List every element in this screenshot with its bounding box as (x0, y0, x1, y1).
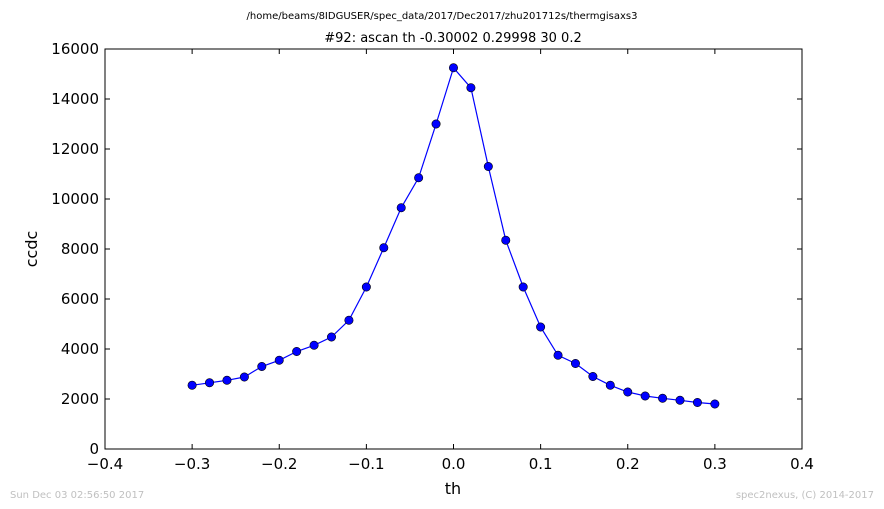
data-point (588, 371, 598, 381)
data-point (710, 399, 720, 409)
footer-timestamp: Sun Dec 03 02:56:50 2017 (10, 490, 144, 501)
data-point (605, 380, 615, 390)
data-point (483, 162, 493, 172)
x-tick-label: 0.0 (442, 455, 466, 473)
suptitle: /home/beams/8IDGUSER/spec_data/2017/Dec2… (247, 11, 638, 22)
data-point (658, 393, 668, 403)
data-point (640, 391, 650, 401)
data-point (431, 119, 441, 129)
data-point (570, 358, 580, 368)
x-tick-label: 0.1 (529, 455, 553, 473)
plot-frame (104, 48, 803, 450)
x-tick-label: −0.4 (87, 455, 123, 473)
x-tick-label: 0.2 (616, 455, 640, 473)
y-axis-label: ccdc (22, 231, 41, 268)
series-line (192, 66, 715, 405)
y-tick-label: 12000 (51, 140, 99, 158)
y-tick-label: 14000 (51, 90, 99, 108)
data-point (379, 243, 389, 253)
data-point (222, 375, 232, 385)
x-axis: −0.4 −0.3 −0.2 −0.1 0.0 0.1 0.2 0.3 0.4 (87, 49, 814, 473)
x-tick-label: −0.3 (174, 455, 210, 473)
x-tick-label: 0.4 (790, 455, 814, 473)
data-point (239, 372, 249, 382)
data-point (396, 203, 406, 213)
y-tick-label: 10000 (51, 190, 99, 208)
data-point (361, 282, 371, 292)
y-tick-label: 16000 (51, 40, 99, 58)
y-axis: 0 2000 4000 6000 8000 10000 12000 14000 16000 (51, 40, 802, 458)
x-tick-label: 0.3 (703, 455, 727, 473)
data-point (518, 282, 528, 292)
plot-area (104, 48, 803, 450)
x-axis-label: th (445, 479, 461, 498)
y-tick-label: 6000 (61, 290, 99, 308)
data-point (692, 397, 702, 407)
y-tick-label: 0 (89, 440, 99, 458)
data-point (448, 63, 458, 73)
data-point (205, 378, 215, 388)
y-tick-label: 2000 (61, 390, 99, 408)
data-point (292, 346, 302, 356)
data-point (675, 395, 685, 405)
data-point (257, 361, 267, 371)
data-point (327, 332, 337, 342)
data-point (623, 387, 633, 397)
data-point (274, 355, 284, 365)
y-tick-label: 4000 (61, 340, 99, 358)
y-tick-label: 8000 (61, 240, 99, 258)
footer-credit: spec2nexus, (C) 2014-2017 (736, 490, 874, 501)
data-point (501, 235, 511, 245)
data-point (536, 322, 546, 332)
x-tick-label: −0.2 (261, 455, 297, 473)
data-point (466, 83, 476, 93)
data-point (553, 350, 563, 360)
x-tick-label: −0.1 (348, 455, 384, 473)
data-point (414, 173, 424, 183)
data-point (344, 315, 354, 325)
data-point (187, 380, 197, 390)
data-point (309, 340, 319, 350)
chart-title: #92: ascan th -0.30002 0.29998 30 0.2 (324, 31, 581, 46)
